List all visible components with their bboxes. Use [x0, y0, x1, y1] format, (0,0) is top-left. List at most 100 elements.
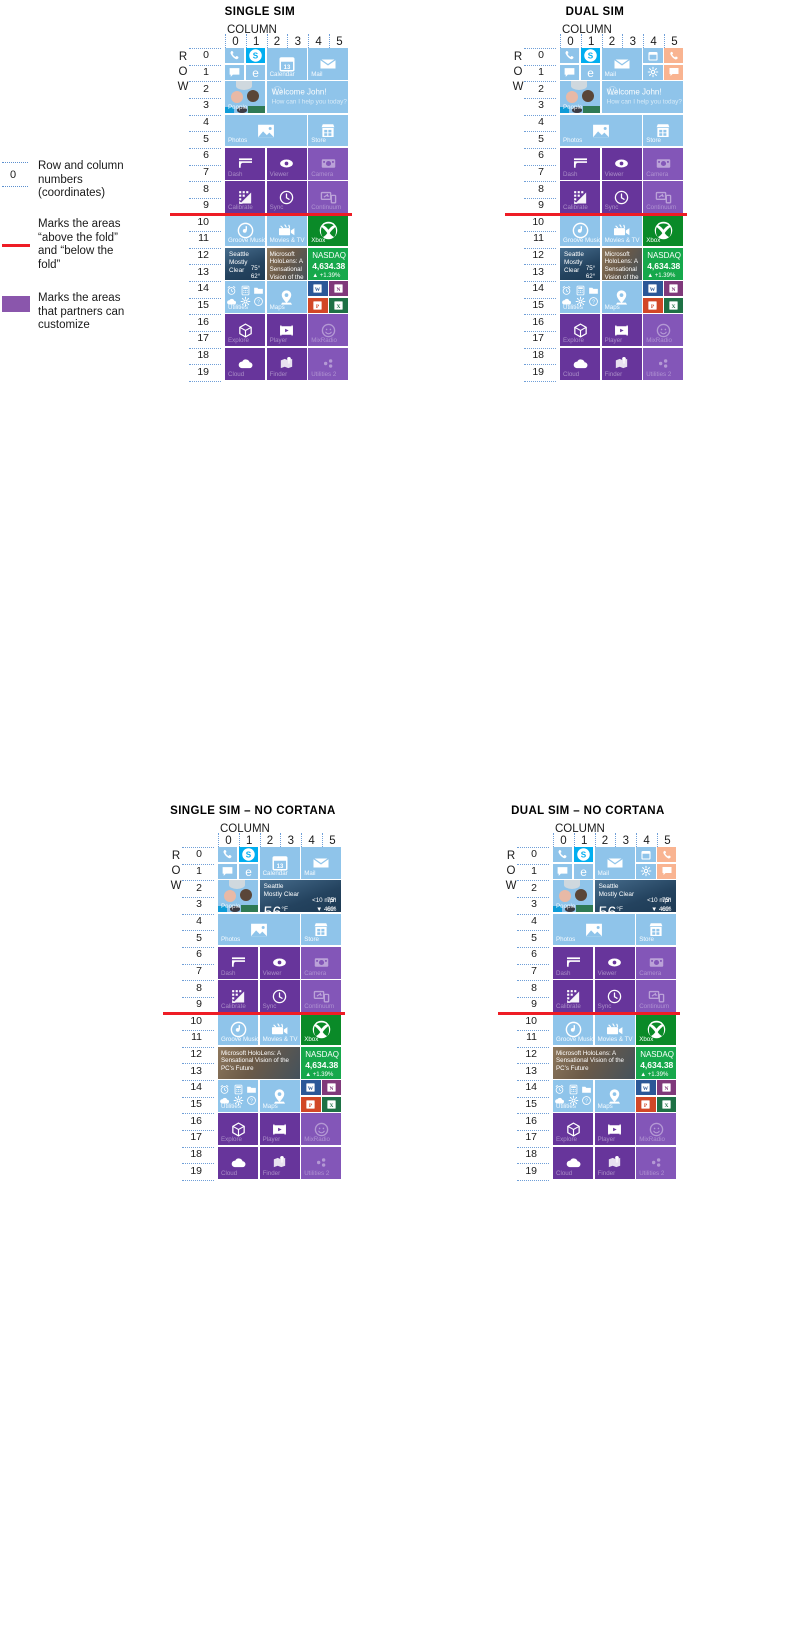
tile-sync[interactable]: Sync: [601, 181, 642, 214]
tile-dash[interactable]: Dash: [553, 946, 594, 979]
tile-maps[interactable]: Maps: [594, 1080, 635, 1112]
tile-movies-tv[interactable]: Movies & TV: [259, 1013, 300, 1046]
tile-word[interactable]: W: [643, 281, 663, 297]
tile-explore[interactable]: Explore: [218, 1113, 259, 1146]
tile-word[interactable]: W: [308, 281, 328, 297]
tile-xbox[interactable]: Xbox: [308, 214, 349, 247]
tile-calendar[interactable]: [636, 847, 656, 863]
tile-onenote[interactable]: N: [657, 1080, 677, 1096]
tile-weather[interactable]: Seattle Mostly Clear 56°F 75°62°: [225, 247, 266, 280]
tile-utilities[interactable]: ? Utilities: [560, 281, 601, 313]
tile-onenote[interactable]: N: [664, 281, 684, 297]
tile-skype[interactable]: S: [580, 48, 601, 64]
tile-weather[interactable]: Seattle Mostly Clear 56°F 75°62°: [560, 247, 601, 280]
tile-continuum[interactable]: Continuum: [636, 980, 677, 1013]
tile-xbox[interactable]: Xbox: [301, 1013, 342, 1046]
tile-messaging-2[interactable]: [664, 64, 684, 80]
tile-photos[interactable]: Photos: [218, 913, 300, 946]
tile-excel[interactable]: X: [329, 297, 349, 313]
tile-cloud[interactable]: Cloud: [225, 347, 266, 380]
tile-groove-music[interactable]: Groove Music: [225, 214, 266, 247]
tile-utilities2[interactable]: Utilities 2: [636, 1146, 677, 1179]
tile-powerpoint[interactable]: P: [636, 1096, 656, 1112]
tile-groove-music[interactable]: Groove Music: [218, 1013, 259, 1046]
tile-messaging[interactable]: [225, 64, 245, 80]
tile-people[interactable]: People: [560, 81, 601, 114]
tile-player[interactable]: Player: [594, 1113, 635, 1146]
tile-money[interactable]: NASDAQ 4,634.38 ▲ +1.39% 11/02/2015: [308, 247, 349, 280]
tile-edge[interactable]: e: [580, 64, 601, 80]
tile-cloud[interactable]: Cloud: [560, 347, 601, 380]
tile-movies-tv[interactable]: Movies & TV: [601, 214, 642, 247]
tile-explore[interactable]: Explore: [553, 1113, 594, 1146]
tile-xbox[interactable]: Xbox: [636, 1013, 677, 1046]
tile-messaging[interactable]: [560, 64, 580, 80]
tile-utilities[interactable]: ? Utilities: [218, 1080, 259, 1112]
tile-people[interactable]: People: [218, 880, 259, 913]
tile-movies-tv[interactable]: Movies & TV: [594, 1013, 635, 1046]
tile-phone[interactable]: [560, 48, 580, 64]
tile-phone[interactable]: [218, 847, 238, 863]
tile-movies-tv[interactable]: Movies & TV: [266, 214, 307, 247]
tile-powerpoint[interactable]: P: [643, 297, 663, 313]
tile-money[interactable]: NASDAQ 4,634.38 ▲ +1.39% 02/25/2015: [636, 1046, 677, 1079]
tile-xbox[interactable]: Xbox: [643, 214, 684, 247]
tile-camera[interactable]: Camera: [636, 946, 677, 979]
tile-utilities2[interactable]: Utilities 2: [643, 347, 684, 380]
tile-dash[interactable]: Dash: [560, 147, 601, 180]
tile-photos[interactable]: Photos: [560, 114, 642, 147]
tile-dash[interactable]: Dash: [225, 147, 266, 180]
tile-people[interactable]: People: [553, 880, 594, 913]
tile-calendar[interactable]: 13 Calendar: [266, 48, 307, 80]
tile-mail[interactable]: Mail: [601, 48, 642, 80]
tile-skype[interactable]: S: [245, 48, 266, 64]
tile-photos[interactable]: Photos: [553, 913, 635, 946]
tile-settings[interactable]: [643, 64, 663, 80]
tile-money[interactable]: NASDAQ 4,634.38 ▲ +1.39% 02/25/2015: [301, 1046, 342, 1079]
tile-mail[interactable]: Mail: [308, 48, 349, 80]
tile-mixradio[interactable]: MixRadio: [643, 314, 684, 347]
tile-excel[interactable]: X: [322, 1096, 342, 1112]
tile-news[interactable]: Microsoft HoloLens: A Sensational Vision…: [266, 247, 307, 280]
tile-mixradio[interactable]: MixRadio: [636, 1113, 677, 1146]
tile-maps[interactable]: Maps: [601, 281, 642, 313]
tile-maps[interactable]: Maps: [266, 281, 307, 313]
tile-finder[interactable]: Finder: [259, 1146, 300, 1179]
tile-sync[interactable]: Sync: [259, 980, 300, 1013]
tile-phone-2[interactable]: [657, 847, 677, 863]
tile-sync[interactable]: Sync: [266, 181, 307, 214]
tile-cortana[interactable]: Welcome John! How can I help you today?: [601, 81, 684, 114]
tile-groove-music[interactable]: Groove Music: [560, 214, 601, 247]
tile-calibrate[interactable]: Calibrate: [225, 181, 266, 214]
tile-cloud[interactable]: Cloud: [553, 1146, 594, 1179]
tile-camera[interactable]: Camera: [643, 147, 684, 180]
tile-excel[interactable]: X: [657, 1096, 677, 1112]
tile-utilities2[interactable]: Utilities 2: [308, 347, 349, 380]
tile-dash[interactable]: Dash: [218, 946, 259, 979]
tile-edge[interactable]: e: [238, 863, 259, 879]
tile-skype[interactable]: S: [238, 847, 259, 863]
tile-weather[interactable]: Seattle Mostly Clear 56°F 75°62° <10 mph…: [259, 880, 342, 913]
tile-continuum[interactable]: Continuum: [301, 980, 342, 1013]
tile-viewer[interactable]: Viewer: [601, 147, 642, 180]
tile-store[interactable]: Store: [308, 114, 349, 147]
tile-finder[interactable]: Finder: [266, 347, 307, 380]
tile-camera[interactable]: Camera: [308, 147, 349, 180]
tile-powerpoint[interactable]: P: [308, 297, 328, 313]
tile-viewer[interactable]: Viewer: [259, 946, 300, 979]
tile-groove-music[interactable]: Groove Music: [553, 1013, 594, 1046]
tile-explore[interactable]: Explore: [560, 314, 601, 347]
tile-photos[interactable]: Photos: [225, 114, 307, 147]
tile-people[interactable]: People: [225, 81, 266, 114]
tile-weather[interactable]: Seattle Mostly Clear 56°F 75°62° <10 mph…: [594, 880, 677, 913]
tile-news[interactable]: Microsoft HoloLens: A Sensational Vision…: [218, 1046, 300, 1079]
tile-explore[interactable]: Explore: [225, 314, 266, 347]
tile-news[interactable]: Microsoft HoloLens: A Sensational Vision…: [601, 247, 642, 280]
tile-store[interactable]: Store: [301, 913, 342, 946]
tile-utilities[interactable]: ? Utilities: [553, 1080, 594, 1112]
tile-sync[interactable]: Sync: [594, 980, 635, 1013]
tile-phone[interactable]: [553, 847, 573, 863]
tile-word[interactable]: W: [301, 1080, 321, 1096]
tile-store[interactable]: Store: [643, 114, 684, 147]
tile-money[interactable]: NASDAQ 4,634.38 ▲ +1.39% 02/25/2015: [643, 247, 684, 280]
